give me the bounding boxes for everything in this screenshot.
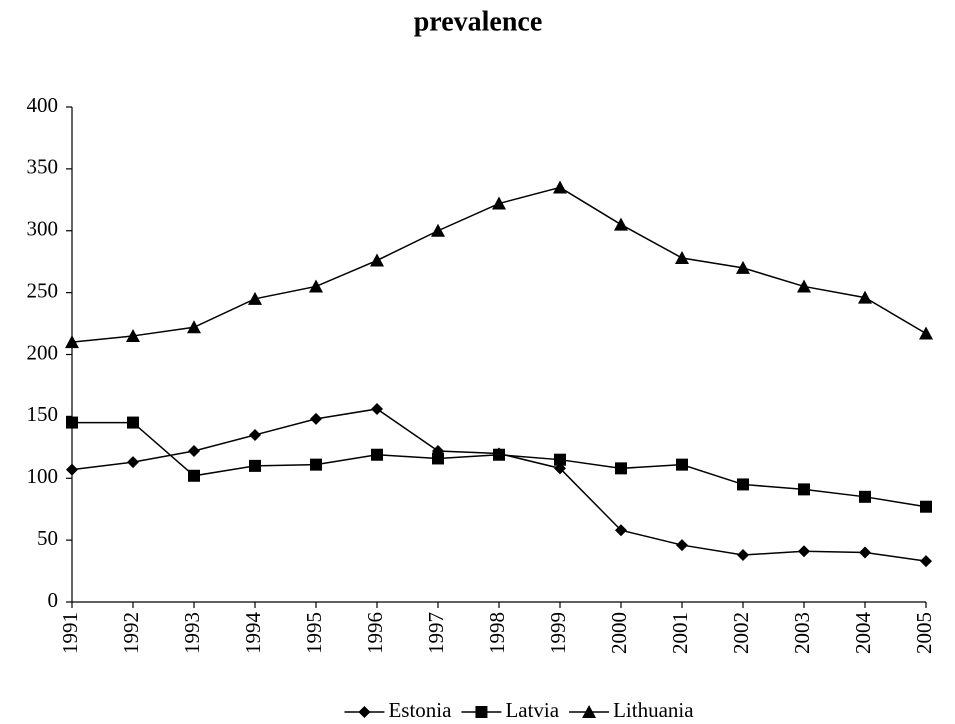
y-tick-label: 100 <box>27 464 59 488</box>
marker <box>249 428 261 441</box>
x-tick-label: 2001 <box>668 612 692 654</box>
marker <box>248 291 262 305</box>
marker <box>187 320 201 334</box>
marker <box>615 524 627 537</box>
marker <box>370 253 384 267</box>
marker <box>310 412 322 425</box>
marker <box>310 458 322 471</box>
marker <box>859 546 871 559</box>
x-tick-label: 1991 <box>58 612 82 654</box>
marker <box>249 459 261 472</box>
marker <box>858 290 872 304</box>
y-tick-label: 200 <box>27 340 59 364</box>
y-tick-label: 150 <box>27 402 59 426</box>
marker <box>554 453 566 466</box>
x-tick-label: 2005 <box>912 612 936 654</box>
x-tick-label: 1995 <box>302 612 326 654</box>
marker <box>797 279 811 293</box>
marker <box>676 539 688 552</box>
x-tick-label: 2000 <box>607 612 631 654</box>
marker <box>65 335 79 349</box>
marker <box>127 456 139 469</box>
marker <box>798 483 810 496</box>
marker <box>188 469 200 482</box>
marker <box>798 545 810 558</box>
legend-marker <box>582 705 597 718</box>
legend-label: Lithuania <box>613 698 694 722</box>
x-tick-label: 1997 <box>424 612 448 654</box>
legend-label: Latvia <box>505 698 559 722</box>
x-tick-label: 1992 <box>119 612 143 654</box>
series-line <box>72 421 927 508</box>
x-tick-label: 1996 <box>363 612 387 654</box>
marker <box>431 223 445 237</box>
y-tick-label: 250 <box>27 278 59 302</box>
legend-marker <box>358 706 371 718</box>
x-tick-label: 1994 <box>241 612 265 655</box>
series-line <box>71 186 927 343</box>
marker <box>737 548 749 561</box>
x-tick-label: 1999 <box>546 612 570 654</box>
marker <box>492 196 506 210</box>
x-tick-label: 2004 <box>851 612 875 655</box>
marker <box>614 217 628 231</box>
marker <box>676 458 688 471</box>
marker <box>919 326 933 340</box>
x-tick-label: 2003 <box>790 612 814 654</box>
chart-title: prevalence <box>414 6 543 37</box>
y-tick-label: 0 <box>48 588 59 612</box>
legend: Estonia Latvia Lithuania <box>344 698 694 722</box>
series-line <box>71 408 927 562</box>
x-tick-label: 1998 <box>485 612 509 654</box>
marker <box>432 452 444 465</box>
marker <box>615 462 627 475</box>
marker <box>859 490 871 503</box>
marker <box>371 402 383 415</box>
marker <box>493 448 505 461</box>
marker <box>66 463 78 476</box>
y-tick-label: 50 <box>37 526 58 550</box>
marker <box>920 500 932 513</box>
y-tick-label: 300 <box>27 217 59 241</box>
marker <box>126 328 140 342</box>
marker <box>675 250 689 264</box>
marker <box>188 445 200 458</box>
marker <box>920 555 932 568</box>
legend-marker <box>475 706 488 718</box>
marker <box>309 279 323 293</box>
marker <box>737 478 749 491</box>
y-tick-label: 400 <box>27 93 59 117</box>
marker <box>127 416 139 429</box>
marker <box>371 448 383 461</box>
x-tick-label: 1993 <box>180 612 204 654</box>
marker <box>736 260 750 274</box>
x-tick-label: 2002 <box>729 612 753 654</box>
y-tick-label: 350 <box>27 155 59 179</box>
legend-label: Estonia <box>388 698 452 722</box>
marker <box>66 416 78 429</box>
marker <box>553 180 567 194</box>
